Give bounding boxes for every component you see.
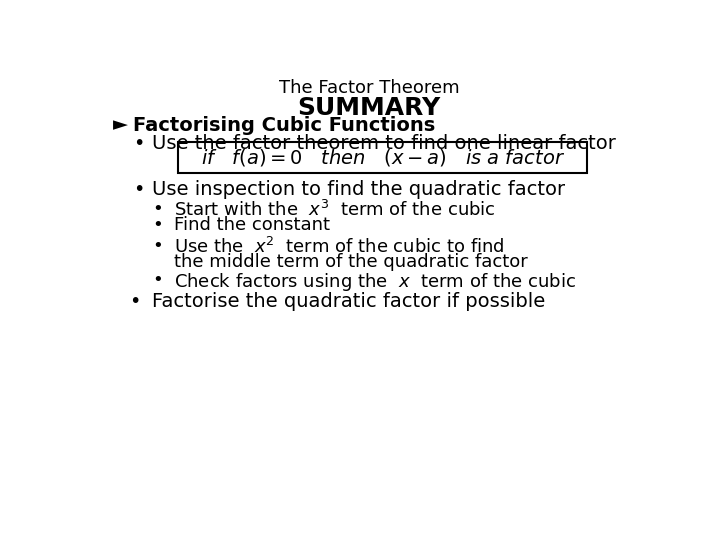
Text: •: • [152,237,163,254]
Text: •: • [129,292,140,311]
Text: Use the  $x^2$  term of the cubic to find: Use the $x^2$ term of the cubic to find [174,237,504,256]
Text: Factorise the quadratic factor if possible: Factorise the quadratic factor if possib… [152,292,545,311]
Text: Use the factor theorem to find one linear factor: Use the factor theorem to find one linea… [152,134,616,153]
Text: •: • [132,134,144,153]
Text: Start with the  $x^3$  term of the cubic: Start with the $x^3$ term of the cubic [174,200,495,220]
Text: •: • [152,200,163,218]
Text: Find the constant: Find the constant [174,217,330,234]
Text: The Factor Theorem: The Factor Theorem [279,79,459,97]
Text: Use inspection to find the quadratic factor: Use inspection to find the quadratic fac… [152,180,565,199]
Text: SUMMARY: SUMMARY [297,96,441,119]
Text: if   $f(a) = 0$   then   $(x - a)$   is a factor: if $f(a) = 0$ then $(x - a)$ is a factor [200,147,564,168]
Text: Check factors using the  $x$  term of the cubic: Check factors using the $x$ term of the … [174,271,576,293]
FancyBboxPatch shape [179,142,587,173]
Text: Factorising Cubic Functions: Factorising Cubic Functions [132,116,435,134]
Text: ►: ► [113,116,128,134]
Text: •: • [152,217,163,234]
Text: •: • [132,180,144,199]
Text: •: • [152,271,163,289]
Text: the middle term of the quadratic factor: the middle term of the quadratic factor [174,253,528,271]
